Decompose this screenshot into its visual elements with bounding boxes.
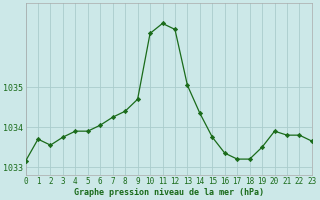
X-axis label: Graphe pression niveau de la mer (hPa): Graphe pression niveau de la mer (hPa): [74, 188, 264, 197]
